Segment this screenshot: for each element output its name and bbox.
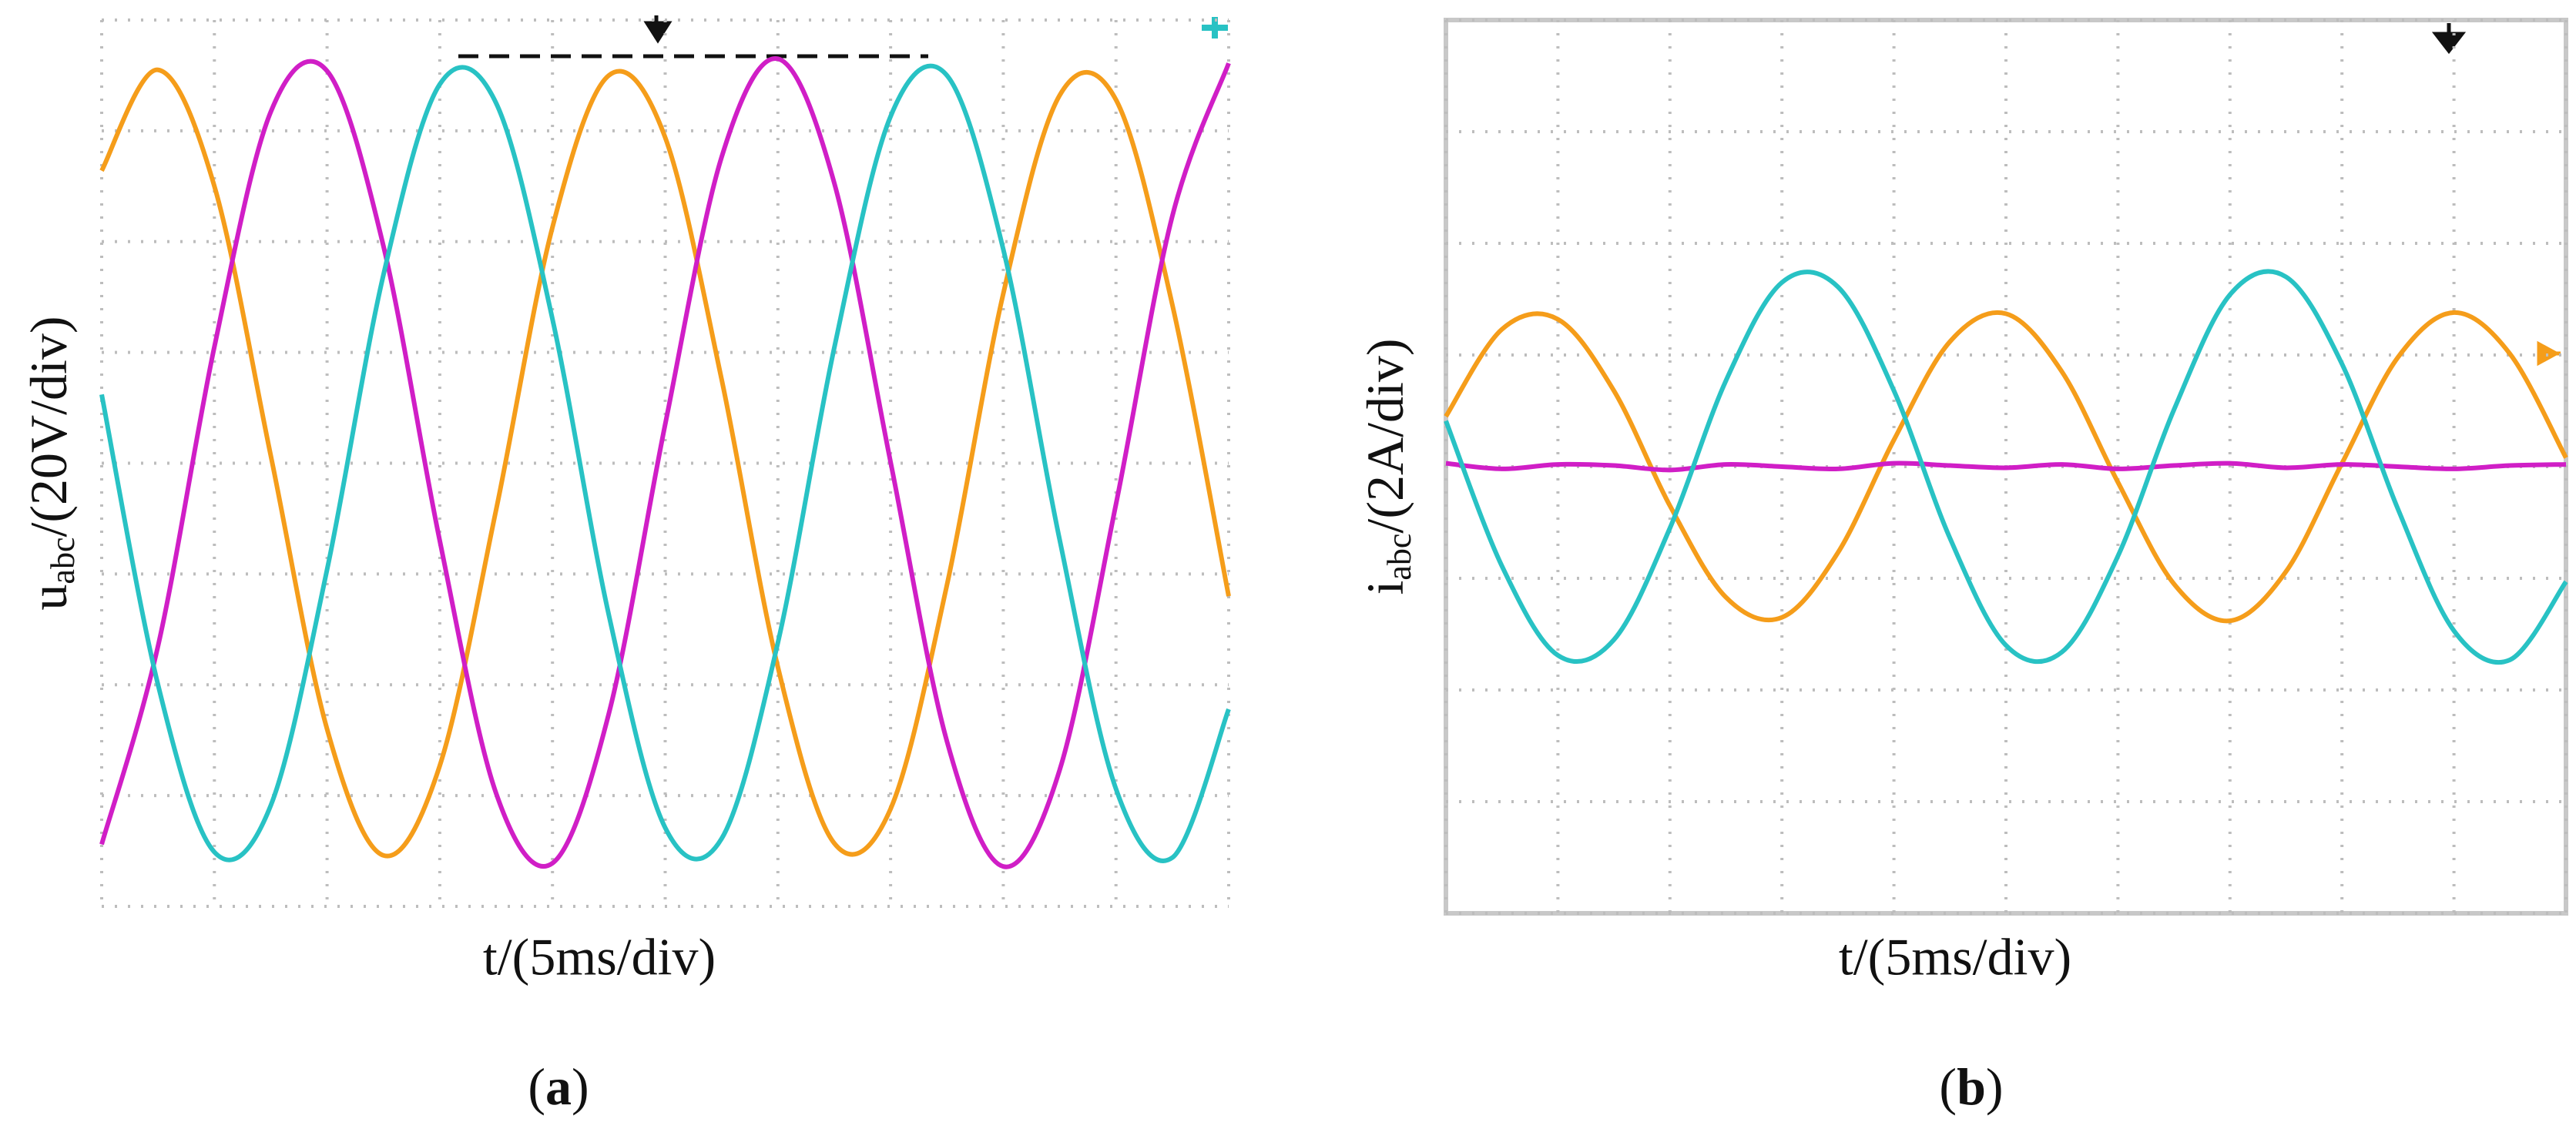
panel-caption: (a) [528, 1057, 589, 1116]
channel-marker [2537, 340, 2561, 367]
y-axis-label-part: abc [1380, 534, 1418, 581]
caption-part: a [545, 1057, 572, 1116]
trigger-marker [2431, 23, 2467, 55]
y-axis-label-part: abc [44, 538, 82, 584]
caption-part: ( [1939, 1057, 1957, 1116]
waveform [1445, 461, 2567, 473]
waveform [1444, 310, 2568, 624]
caption-part: b [1957, 1057, 1986, 1116]
panel-caption: (b) [1939, 1057, 2003, 1116]
waveform [99, 67, 1231, 859]
y-axis-label-part: u [19, 584, 78, 611]
x-axis-label: t/(5ms/div) [1839, 928, 2071, 986]
y-axis-label: uabc/(20V/div) [19, 316, 82, 610]
x-axis-label: t/(5ms/div) [483, 928, 716, 986]
y-axis-label-part: /(2A/div) [1356, 338, 1414, 533]
y-axis-label-part: /(20V/div) [19, 316, 78, 537]
trigger-marker [643, 15, 673, 44]
waveform [99, 63, 1231, 863]
caption-part: ( [528, 1057, 545, 1116]
waveform [1444, 269, 2568, 665]
y-axis-label: iabc/(2A/div) [1356, 338, 1418, 594]
caption-part: ) [572, 1057, 589, 1116]
caption-part: ) [1986, 1057, 2004, 1116]
waveform [99, 56, 1231, 869]
y-axis-label-part: i [1356, 581, 1414, 595]
